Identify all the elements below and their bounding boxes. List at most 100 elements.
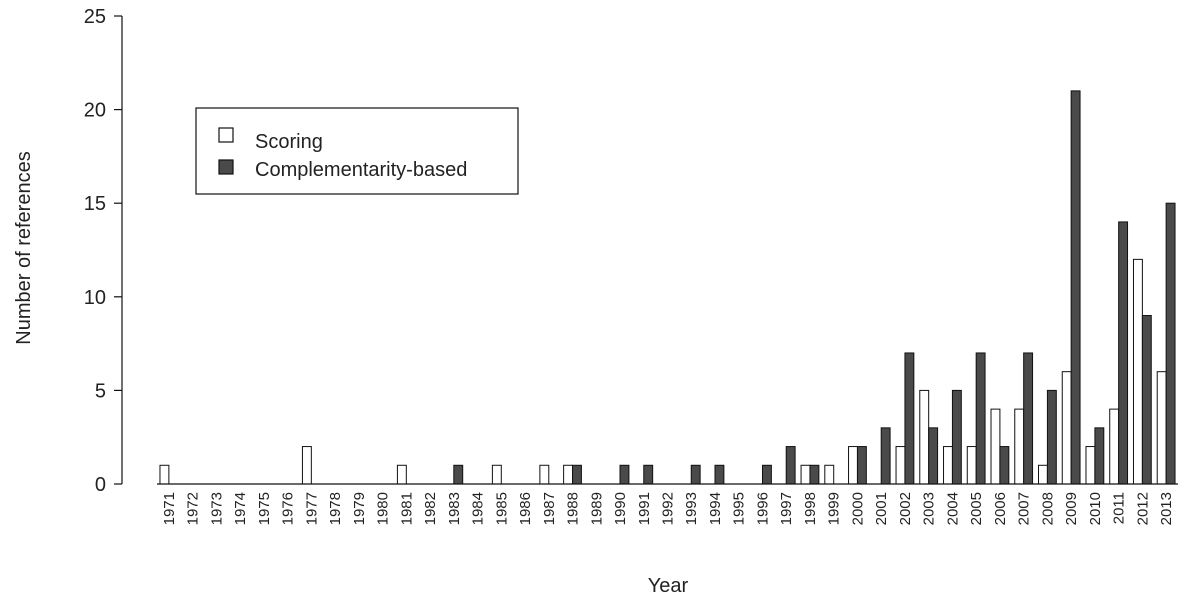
x-tick-label-1971: 1971 [161,492,178,525]
bar-complementarity-based-1997 [785,446,796,485]
x-tick-label-1987: 1987 [541,492,558,525]
bar-scoring-2000 [848,446,858,485]
bar-complementarity-based-1996 [761,464,772,485]
x-tick-label-2013: 2013 [1158,492,1175,525]
bar-scoring-2003 [919,389,930,485]
x-tick-label-1996: 1996 [754,492,771,525]
bar-complementarity-based-2009 [1070,90,1081,485]
x-tick-label-1999: 1999 [826,492,843,525]
y-tick-label: 0 [95,474,106,496]
x-axis-title: Year [648,575,689,596]
x-tick-label-1992: 1992 [660,492,677,525]
x-tick-label-2002: 2002 [897,492,914,525]
bar-complementarity-based-2008 [1046,389,1057,485]
x-tick-label-1975: 1975 [256,492,273,525]
bar-complementarity-based-1994 [714,464,725,485]
x-tick-label-2009: 2009 [1063,492,1080,525]
x-tick-label-1973: 1973 [208,492,225,525]
legend-label-scoring: Scoring [255,131,323,153]
x-tick-label-1995: 1995 [731,492,748,525]
bar-complementarity-based-2010 [1094,427,1105,485]
bars [159,90,1176,485]
bar-complementarity-based-2004 [951,389,962,485]
bar-scoring-1987 [539,464,550,485]
legend-swatch-complementarity-based [218,159,234,175]
y-tick-label: 20 [84,100,106,122]
bar-scoring-2008 [1038,464,1048,485]
x-tick-label-2012: 2012 [1134,492,1151,525]
bar-complementarity-based-2011 [1118,221,1129,485]
x-tick-label-2010: 2010 [1087,492,1104,525]
bar-complementarity-based-2005 [975,352,986,485]
bar-scoring-2006 [990,408,1001,485]
x-tick-label-1994: 1994 [707,492,724,525]
bar-scoring-1981 [396,464,407,485]
legend-frame [195,107,519,195]
x-tick-label-1983: 1983 [446,492,463,525]
x-tick-label-1991: 1991 [636,492,653,525]
bar-complementarity-based-2007 [1023,352,1034,485]
bar-scoring-2002 [895,446,906,485]
bar-scoring-2007 [1014,408,1025,485]
x-tick-label-1986: 1986 [517,492,534,525]
bar-complementarity-based-2003 [928,427,939,485]
bar-scoring-1971 [159,464,170,485]
bar-scoring-2009 [1061,371,1072,485]
bar-scoring-2004 [943,446,953,485]
bar-complementarity-based-2006 [999,446,1010,485]
bar-scoring-2005 [966,446,977,485]
x-axis-tick-labels: 1971 1972 1973 1974 1975 1976 1977 1978 1979 1980… [161,492,1175,525]
bar-complementarity-based-1990 [619,464,630,485]
x-tick-label-1976: 1976 [280,492,297,525]
legend: Scoring Complementarity-based [195,107,519,195]
bar-scoring-2011 [1109,408,1120,485]
x-tick-label-1985: 1985 [493,492,510,525]
bar-complementarity-based-2001 [880,427,891,485]
x-tick-label-2003: 2003 [921,492,938,525]
x-tick-label-2000: 2000 [849,492,866,525]
x-tick-label-1982: 1982 [422,492,439,525]
x-tick-label-1993: 1993 [683,492,700,525]
x-tick-label-1977: 1977 [303,492,320,525]
bar-complementarity-based-1993 [690,464,701,485]
y-tick-label: 10 [84,287,106,309]
bar-scoring-1985 [491,464,502,485]
bar-complementarity-based-1988 [572,464,582,485]
bar-complementarity-based-1991 [643,464,654,485]
x-tick-label-2004: 2004 [944,492,961,525]
bar-complementarity-based-1983 [453,464,464,485]
x-tick-label-1972: 1972 [185,492,202,525]
bar-complementarity-based-2002 [904,352,915,485]
bar-scoring-1977 [301,446,312,485]
bar-scoring-1988 [563,464,574,485]
x-tick-label-2007: 2007 [1016,492,1033,525]
bar-complementarity-based-2013 [1165,202,1176,485]
y-axis-title: Number of references [13,151,35,344]
x-tick-label-1981: 1981 [398,492,415,525]
bar-scoring-2010 [1085,446,1096,485]
x-tick-label-2001: 2001 [873,492,890,525]
x-tick-label-1998: 1998 [802,492,819,525]
bar-complementarity-based-2000 [856,446,867,485]
bar-complementarity-based-1998 [809,464,820,485]
bar-scoring-2013 [1156,371,1167,485]
y-tick-label: 15 [84,193,106,215]
x-tick-label-2011: 2011 [1111,492,1128,524]
x-tick-label-1980: 1980 [375,492,392,525]
legend-swatch-scoring [218,127,234,143]
y-tick-label: 5 [95,380,106,402]
x-tick-label-1997: 1997 [778,492,795,525]
bar-scoring-1999 [824,464,835,485]
x-tick-label-1978: 1978 [327,492,344,525]
x-tick-label-1989: 1989 [588,492,605,525]
x-tick-label-2006: 2006 [992,492,1009,525]
bar-scoring-2012 [1132,258,1143,485]
x-tick-label-1988: 1988 [565,492,582,525]
legend-label-complementarity-based: Complementarity-based [255,159,467,181]
x-tick-label-1990: 1990 [612,492,629,525]
x-tick-label-2005: 2005 [968,492,985,525]
y-axis: 0 5 10 15 20 25 [84,6,123,496]
x-tick-label-1984: 1984 [470,492,487,525]
bar-scoring-1998 [800,464,811,485]
